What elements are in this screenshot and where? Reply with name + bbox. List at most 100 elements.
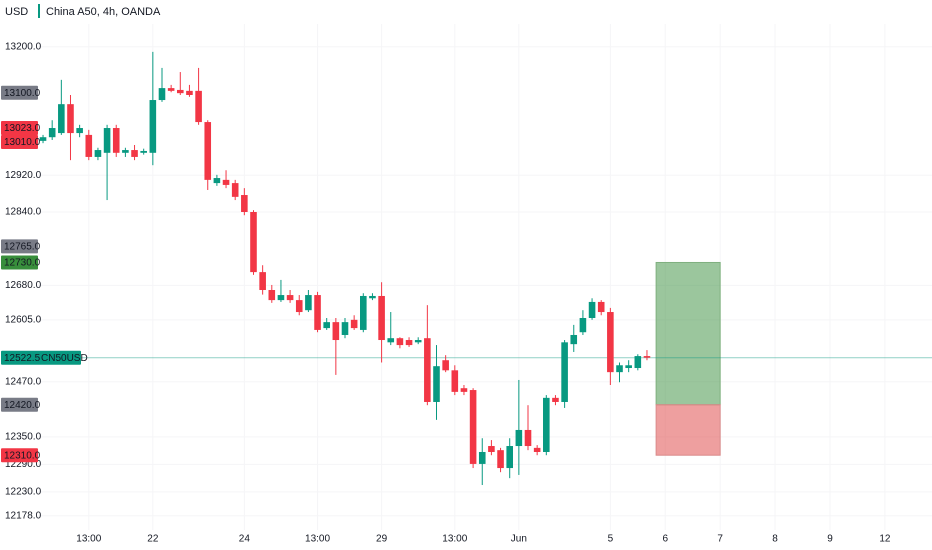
y-tick-label: 12290.0 xyxy=(5,459,42,470)
candle-body xyxy=(231,183,239,197)
x-tick-label: Jun xyxy=(511,534,527,545)
candle-body xyxy=(360,295,367,330)
x-tick-label: 6 xyxy=(662,534,668,545)
price-badge xyxy=(1,448,38,463)
candle-body xyxy=(277,295,285,301)
candle-body xyxy=(158,88,166,101)
candle-body xyxy=(286,295,294,301)
candle-body xyxy=(424,338,431,402)
candle-body xyxy=(67,104,74,134)
x-tick-label: 13:00 xyxy=(305,534,330,545)
y-tick-label: 12178.0 xyxy=(5,510,42,521)
price-badge-label: 12765.0 xyxy=(4,242,41,253)
candle-body xyxy=(369,295,376,299)
y-tick-label: 12470.0 xyxy=(5,376,42,387)
y-tick-label: 12605.0 xyxy=(5,314,42,325)
x-tick-label: 7 xyxy=(717,534,723,545)
price-badge-label: 12730.0 xyxy=(4,258,41,269)
candle-body xyxy=(323,322,330,329)
candle-body xyxy=(186,90,193,95)
y-tick-label: 12350.0 xyxy=(5,431,42,442)
x-tick-label: 22 xyxy=(147,534,159,545)
candle-body xyxy=(616,365,623,373)
candle-body xyxy=(112,128,120,153)
x-tick-label: 12 xyxy=(879,534,891,545)
candle-body xyxy=(140,150,147,153)
x-tick-label: 13:00 xyxy=(442,534,467,545)
currency: USD xyxy=(5,6,28,18)
candle-body xyxy=(579,318,587,333)
price-badge xyxy=(1,121,38,136)
candle-body xyxy=(387,338,395,343)
price-badge xyxy=(1,85,38,100)
candle-body xyxy=(204,122,212,180)
candle-body xyxy=(597,301,605,313)
y-tick-label: 12840.0 xyxy=(5,207,42,218)
x-tick-label: 13:00 xyxy=(76,534,101,545)
last-price-label: 12522.5 xyxy=(4,353,41,364)
y-tick-label: 13200.0 xyxy=(5,41,42,52)
candle-body xyxy=(305,295,312,311)
candle-body xyxy=(39,137,47,141)
candle-body xyxy=(433,366,440,402)
price-badge xyxy=(1,255,38,270)
candle-body xyxy=(76,128,83,134)
candle-body xyxy=(414,340,422,343)
candle-body xyxy=(58,104,65,134)
candle-body xyxy=(570,334,578,345)
candle-body xyxy=(259,272,266,291)
y-tick-label: 12230.0 xyxy=(5,487,42,498)
candle-body xyxy=(442,360,449,371)
candle-body xyxy=(396,338,404,346)
candle-body xyxy=(295,300,303,313)
last-price-badge xyxy=(1,350,81,365)
candle-body xyxy=(451,370,459,392)
candle-body xyxy=(241,195,248,212)
candle-body xyxy=(488,446,495,452)
candle-body xyxy=(552,397,559,402)
candle-body xyxy=(167,88,175,91)
candle-body xyxy=(543,397,550,452)
x-tick-label: 8 xyxy=(772,534,778,545)
candle-body xyxy=(250,212,257,273)
price-badge-label: 13010.0 xyxy=(4,137,41,148)
candle-body xyxy=(48,128,56,138)
y-tick-label: 12680.0 xyxy=(5,280,42,291)
candle-body xyxy=(149,100,157,153)
symbol-label: CN50USD xyxy=(41,353,88,364)
price-badge-label: 13100.0 xyxy=(4,88,41,99)
price-badge-label: 13023.0 xyxy=(4,123,41,134)
price-badge-label: 12420.0 xyxy=(4,400,41,411)
candle-body xyxy=(643,356,651,358)
candle-body xyxy=(94,150,102,157)
candle-body xyxy=(533,447,541,452)
profit-zone xyxy=(655,261,721,406)
candle-body xyxy=(103,128,111,153)
candle-body xyxy=(607,312,614,373)
candle-body xyxy=(122,150,129,153)
candle-body xyxy=(341,322,349,335)
price-badge xyxy=(1,239,38,254)
candle-body xyxy=(625,365,632,369)
candle-body xyxy=(131,150,138,157)
candle-body xyxy=(176,89,184,94)
candle-body xyxy=(497,450,504,469)
candle-body xyxy=(515,429,523,447)
header-marker xyxy=(38,4,40,18)
candle-body xyxy=(195,90,202,123)
candle-body xyxy=(85,134,93,157)
x-tick-label: 9 xyxy=(827,534,833,545)
candle-body xyxy=(332,322,340,341)
candle-body xyxy=(588,301,596,318)
price-badge xyxy=(1,397,38,412)
candle-body xyxy=(222,179,230,185)
x-tick-label: 29 xyxy=(376,534,388,545)
price-badge-label: 12310.0 xyxy=(4,450,41,461)
chart-title: China A50, 4h, OANDA xyxy=(46,6,161,18)
y-tick-label: 12920.0 xyxy=(5,170,42,181)
price-badge xyxy=(1,135,38,150)
candle-body xyxy=(405,340,413,346)
candle-body xyxy=(524,429,532,447)
